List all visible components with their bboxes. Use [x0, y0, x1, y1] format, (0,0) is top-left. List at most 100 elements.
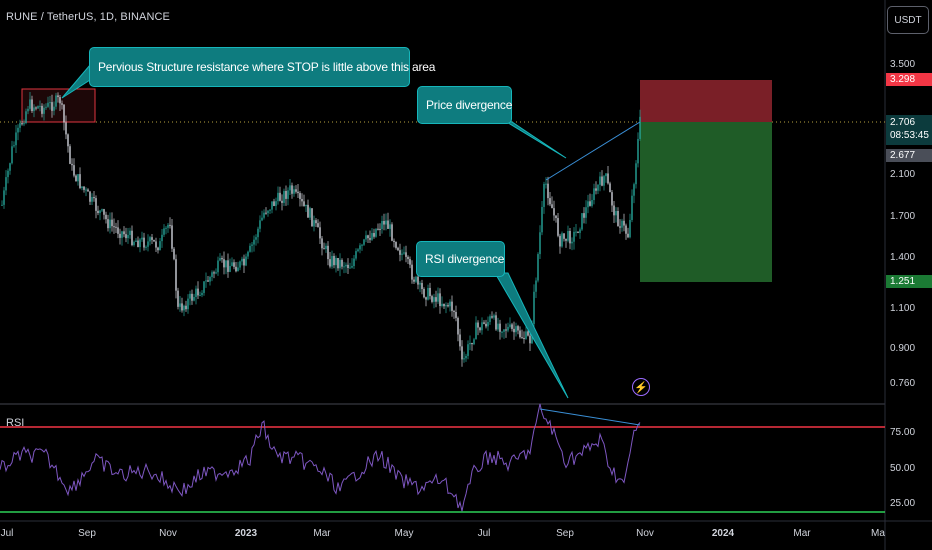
structure-callout[interactable]: Pervious Structure resistance where STOP… [89, 47, 435, 87]
candle-body [465, 355, 467, 359]
candle-body [261, 217, 263, 221]
candle-body [595, 188, 597, 191]
candle-body [89, 191, 91, 202]
rsi-label[interactable]: RSI [6, 417, 25, 429]
candle-body [591, 200, 593, 206]
candle-body [201, 292, 203, 296]
candle-body [309, 208, 311, 218]
candle-body [55, 95, 57, 107]
candle-body [321, 238, 323, 249]
candle-body [553, 208, 555, 216]
candle-body [431, 296, 433, 302]
candle-body [327, 245, 329, 260]
candle-body [345, 264, 347, 267]
rsi-divergence-callout[interactable]: RSI divergence [416, 241, 505, 277]
target-price-badge: 1.251 [886, 275, 932, 288]
candle-body [637, 138, 639, 164]
candle-body [389, 224, 391, 229]
price-tick: 1.700 [890, 211, 916, 222]
candle-body [319, 227, 321, 239]
candle-body [163, 228, 165, 235]
candle-body [333, 255, 335, 266]
candle-body [73, 165, 75, 176]
candle-body [505, 329, 507, 331]
candle-body [423, 288, 425, 298]
stop-zone [640, 80, 772, 122]
candle-body [155, 241, 157, 248]
candle-body [481, 322, 483, 331]
candle-body [583, 213, 585, 218]
price-div-pointer [499, 117, 567, 159]
candle-body [29, 99, 31, 109]
candle-body [311, 208, 313, 227]
candle-body [405, 252, 407, 257]
candle-body [227, 260, 229, 272]
candle-body [313, 220, 315, 227]
candle-body [255, 237, 257, 240]
candle-body [33, 107, 35, 112]
candle-body [113, 226, 115, 228]
candle-body [153, 239, 155, 242]
candle-body [95, 198, 97, 211]
candle-body [469, 343, 471, 345]
rsi-tick: 50.00 [890, 463, 916, 474]
time-tick: Sep [556, 528, 574, 539]
candle-body [233, 262, 235, 267]
candle-body [269, 209, 271, 211]
candle-body [527, 331, 529, 336]
candle-body [241, 258, 243, 262]
candle-body [461, 346, 463, 360]
candle-body [609, 183, 611, 193]
candle-body [97, 210, 99, 214]
candle-body [491, 316, 493, 318]
candle-body [363, 239, 365, 245]
candle-body [63, 104, 65, 123]
candle-body [391, 224, 393, 241]
time-tick: Sep [78, 528, 96, 539]
candle-body [359, 245, 361, 250]
candle-body [543, 183, 545, 207]
candle-body [575, 231, 577, 233]
candle-body [193, 296, 195, 301]
candle-body [611, 192, 613, 206]
candle-body [329, 259, 331, 267]
candle-body [285, 191, 287, 199]
candle-body [551, 204, 553, 209]
candle-body [209, 276, 211, 282]
candle-body [597, 184, 599, 191]
price-divergence-callout[interactable]: Price divergence [417, 86, 512, 124]
candle-body [585, 207, 587, 218]
time-tick: Jul [0, 528, 14, 539]
candle-body [67, 134, 69, 147]
candle-body [587, 201, 589, 208]
candle-body [635, 163, 637, 185]
currency-button[interactable]: USDT [887, 6, 929, 34]
candle-body [251, 244, 253, 246]
lightning-icon[interactable]: ⚡ [632, 378, 650, 396]
candle-body [49, 102, 51, 104]
candle-body [81, 186, 83, 188]
candle-body [239, 261, 241, 268]
candle-body [9, 163, 11, 171]
candle-body [377, 228, 379, 230]
candle-body [335, 257, 337, 266]
candle-body [283, 191, 285, 203]
candle-body [231, 262, 233, 266]
candle-body [71, 163, 73, 166]
candle-body [445, 305, 447, 307]
candle-body [249, 245, 251, 252]
candle-body [533, 291, 535, 324]
candle-body [593, 188, 595, 201]
candle-body [547, 183, 549, 199]
candle-body [157, 247, 159, 251]
candle-body [515, 326, 517, 333]
candle-body [257, 228, 259, 238]
symbol-header[interactable]: RUNE / TetherUS, 1D, BINANCE [6, 11, 170, 23]
candle-body [385, 220, 387, 225]
candle-body [623, 220, 625, 226]
candle-body [137, 240, 139, 248]
candle-body [511, 324, 513, 329]
candle-body [383, 220, 385, 225]
candle-body [297, 191, 299, 194]
